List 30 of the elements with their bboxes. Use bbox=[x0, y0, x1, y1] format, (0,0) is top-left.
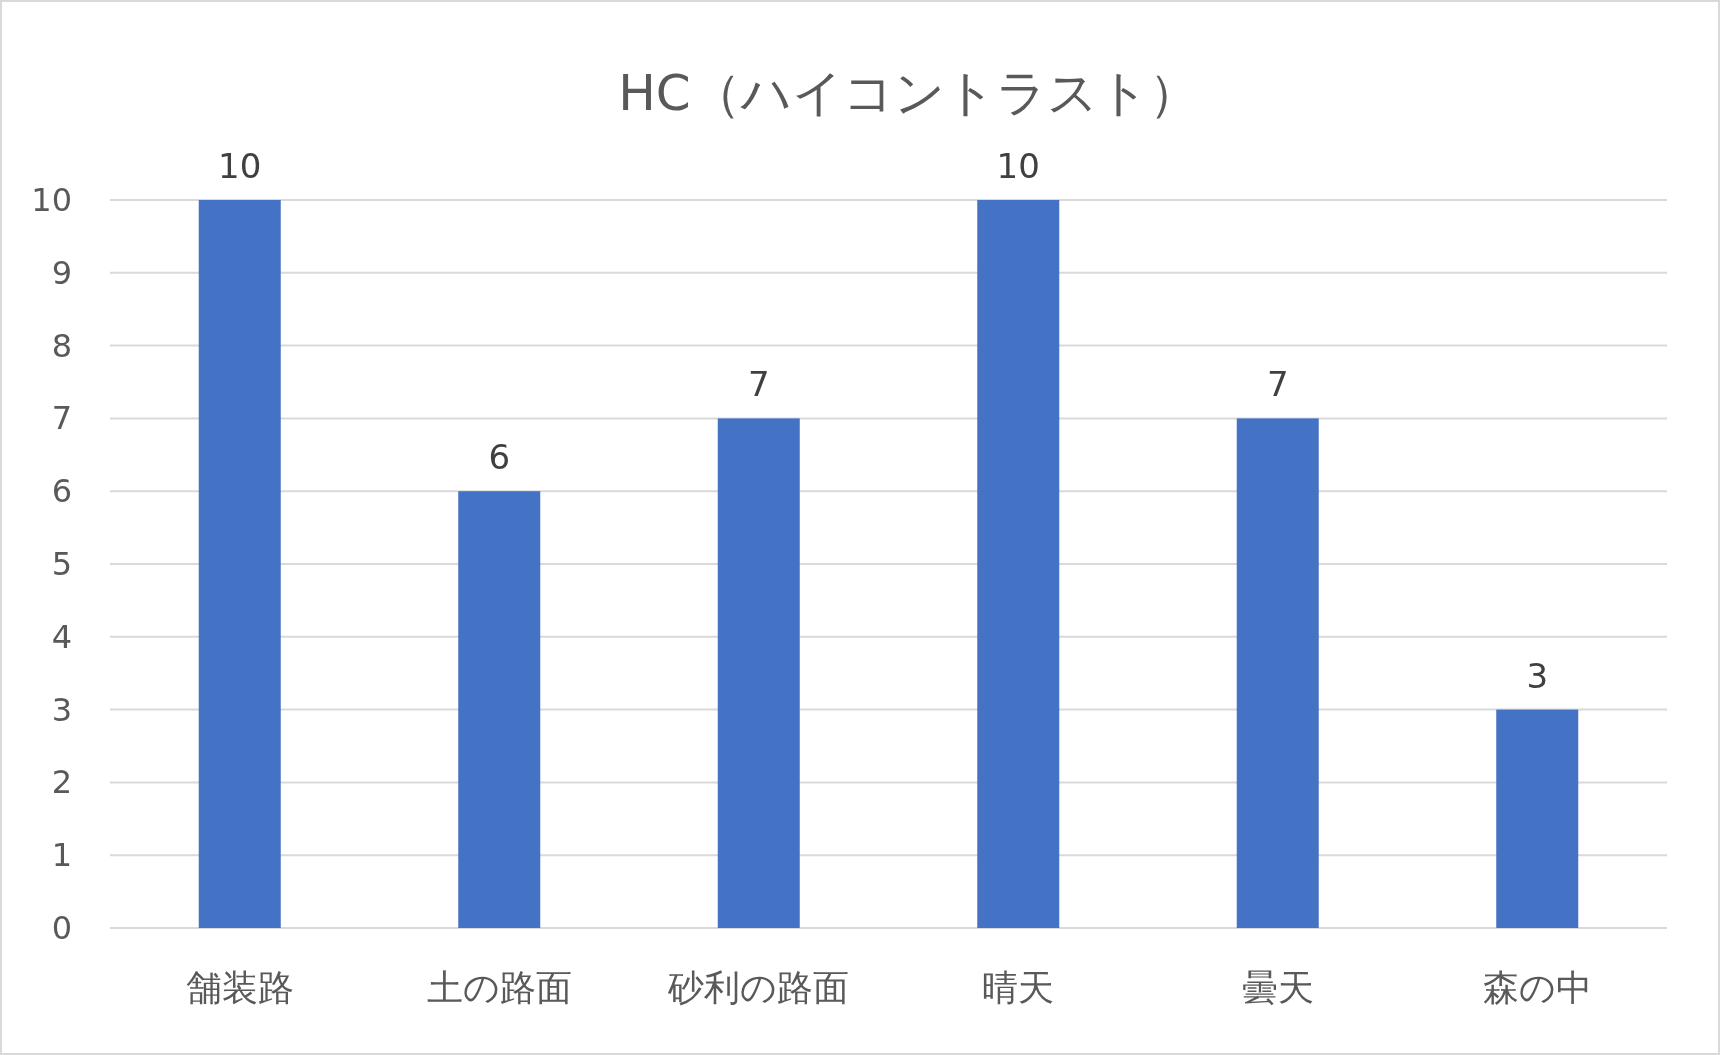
x-tick-label: 舗装路 bbox=[185, 967, 294, 1008]
y-tick-label: 2 bbox=[51, 763, 72, 802]
y-tick-label: 10 bbox=[31, 181, 72, 219]
data-label: 6 bbox=[488, 437, 511, 478]
bar bbox=[1236, 418, 1319, 928]
data-label: 7 bbox=[747, 364, 770, 405]
chart-title: HC（ハイコントラスト） bbox=[618, 64, 1199, 122]
y-tick-label: 6 bbox=[51, 472, 72, 511]
data-label: 3 bbox=[1526, 655, 1549, 696]
x-tick-label: 曇天 bbox=[1241, 967, 1314, 1008]
bar bbox=[198, 200, 281, 928]
data-label: 10 bbox=[218, 146, 262, 186]
data-label: 10 bbox=[996, 146, 1040, 186]
y-tick-label: 1 bbox=[51, 836, 72, 875]
bar bbox=[1496, 709, 1579, 928]
y-tick-label: 5 bbox=[51, 545, 72, 583]
data-label: 7 bbox=[1266, 364, 1289, 405]
y-tick-label: 8 bbox=[51, 326, 72, 365]
y-tick-label: 0 bbox=[51, 909, 72, 947]
y-tick-label: 7 bbox=[51, 399, 72, 438]
x-tick-label: 森の中 bbox=[1482, 967, 1592, 1008]
y-tick-label: 4 bbox=[51, 617, 72, 656]
x-tick-label: 晴天 bbox=[982, 967, 1055, 1008]
bar bbox=[717, 418, 800, 928]
y-tick-label: 9 bbox=[51, 253, 72, 292]
x-tick-label: 土の路面 bbox=[426, 967, 572, 1008]
x-tick-label: 砂利の路面 bbox=[667, 967, 850, 1008]
bar bbox=[977, 200, 1060, 928]
bar bbox=[458, 491, 541, 928]
y-tick-label: 3 bbox=[51, 690, 72, 729]
